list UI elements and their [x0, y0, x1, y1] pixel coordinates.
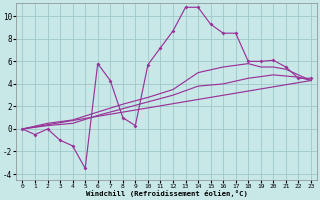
X-axis label: Windchill (Refroidissement éolien,°C): Windchill (Refroidissement éolien,°C): [86, 190, 248, 197]
